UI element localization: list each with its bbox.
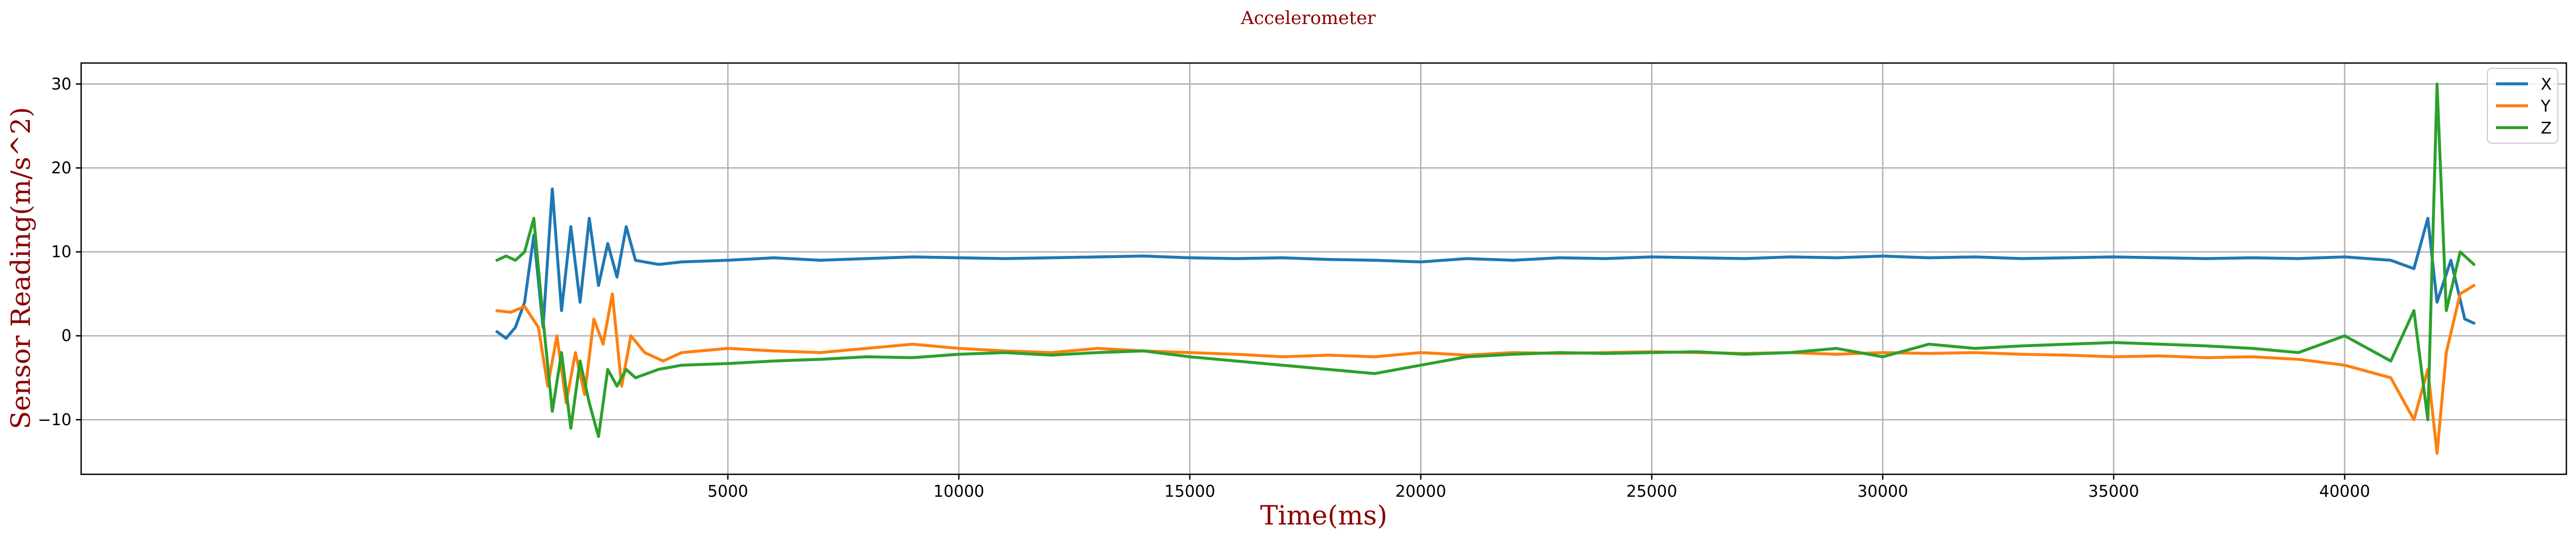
- legend: XYZ: [2487, 68, 2558, 144]
- x-tick-label: 10000: [934, 482, 984, 501]
- legend-label-y: Y: [2540, 97, 2551, 116]
- y-axis-label: Sensor Reading(m/s^2): [5, 107, 36, 429]
- y-tick-label: 10: [51, 243, 72, 262]
- x-tick-label: 15000: [1164, 482, 1215, 501]
- x-tick-label: 30000: [1857, 482, 1908, 501]
- series-line-y: [495, 284, 2476, 455]
- grid: [81, 63, 2566, 474]
- series-lines: [495, 82, 2476, 455]
- x-tick-label: 5000: [707, 482, 748, 501]
- series-line-z: [495, 82, 2476, 439]
- y-tick-label: −10: [38, 411, 72, 429]
- y-tick-label: 0: [61, 327, 72, 346]
- x-tick-label: 40000: [2319, 482, 2370, 501]
- y-tick-label: 20: [51, 159, 72, 177]
- x-tick-label: 20000: [1395, 482, 1446, 501]
- axis-ticks: 5000 10000 15000 20000 25000 30000 35000 40000 −…: [38, 75, 2370, 501]
- x-axis-label: Time(ms): [1260, 500, 1387, 531]
- legend-label-z: Z: [2541, 119, 2552, 138]
- x-tick-label: 35000: [2088, 482, 2139, 501]
- legend-label-x: X: [2541, 75, 2552, 94]
- series-line-x: [495, 187, 2476, 340]
- x-tick-label: 25000: [1626, 482, 1677, 501]
- plot-frame: [80, 62, 2567, 475]
- chart-title: Accelerometer: [1240, 7, 1377, 29]
- y-tick-label: 30: [51, 75, 72, 93]
